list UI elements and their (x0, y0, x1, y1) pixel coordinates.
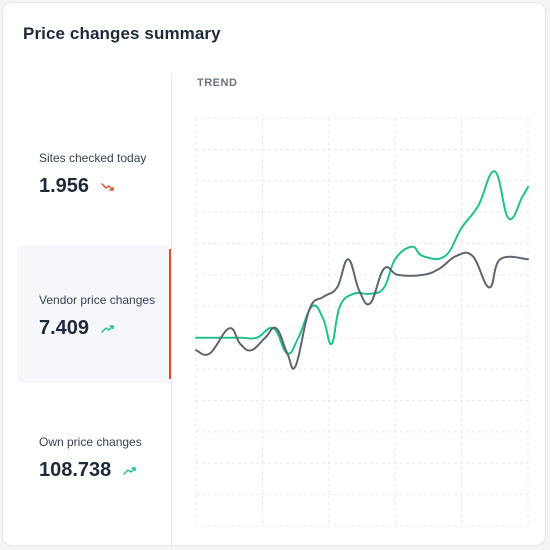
metric-value-text: 1.956 (39, 175, 90, 197)
trend-up-icon (123, 459, 137, 482)
trend-label: TREND (197, 77, 238, 89)
card-title: Price changes summary (23, 24, 221, 43)
metric-label: Sites checked today (39, 151, 147, 165)
metric-value: 1.956 (39, 175, 115, 198)
trend-down-icon (100, 175, 115, 198)
metric-value: 7.409 (39, 317, 115, 340)
series-line-1 (195, 170, 529, 355)
metric-own-price-changes[interactable]: Own price changes 108.738 (17, 387, 171, 525)
series-line-2 (195, 251, 529, 370)
metric-label: Vendor price changes (39, 293, 156, 307)
column-divider (171, 74, 172, 547)
metric-sites-checked[interactable]: Sites checked today 1.956 (17, 103, 171, 241)
metric-value: 108.738 (39, 459, 137, 482)
metric-vendor-price-changes[interactable]: Vendor price changes 7.409 (17, 245, 171, 383)
metric-label: Own price changes (39, 435, 142, 449)
metric-value-text: 108.738 (39, 459, 112, 481)
metric-value-text: 7.409 (39, 317, 90, 339)
trend-up-icon (100, 317, 115, 340)
